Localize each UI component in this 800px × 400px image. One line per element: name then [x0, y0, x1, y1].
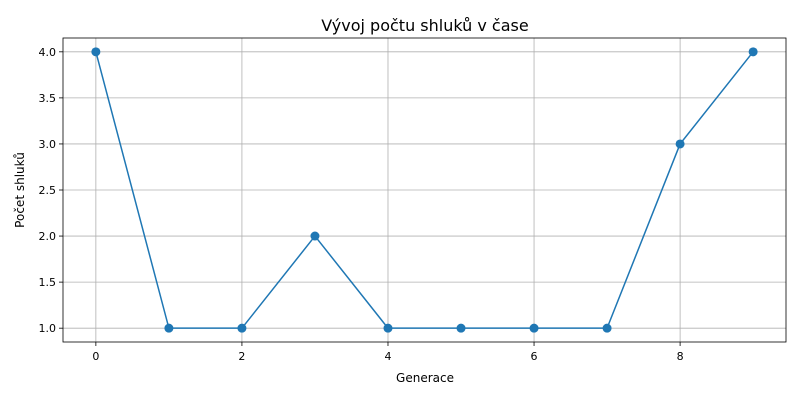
- data-point: [748, 47, 758, 57]
- y-tick-label: 1.5: [39, 276, 57, 289]
- plot-frame: [62, 37, 787, 343]
- data-point: [602, 323, 612, 333]
- data-point: [529, 323, 539, 333]
- y-tick-label: 2.5: [39, 184, 57, 197]
- y-tick-label: 3.0: [39, 138, 57, 151]
- y-tick-label: 2.0: [39, 230, 57, 243]
- x-tick-label: 8: [677, 350, 684, 363]
- x-tick-label: 4: [384, 350, 391, 363]
- chart-title: Vývoj počtu shluků v čase: [321, 16, 528, 35]
- x-tick-label: 0: [92, 350, 99, 363]
- data-point: [456, 323, 466, 333]
- data-series: [91, 47, 758, 333]
- axis-ticks: 0 2 4 6 8 1.0 1.5 2.0 2.5 3.0 3.5 4.0: [39, 46, 684, 363]
- data-point: [91, 47, 101, 57]
- x-tick-label: 6: [531, 350, 538, 363]
- data-point: [310, 231, 320, 241]
- series-line: [95, 51, 754, 329]
- grid: [63, 38, 786, 342]
- data-point: [237, 323, 247, 333]
- y-tick-label: 4.0: [39, 46, 57, 59]
- x-axis-label: Generace: [396, 371, 454, 385]
- y-tick-label: 1.0: [39, 322, 57, 335]
- y-axis-label: Počet shluků: [13, 152, 27, 228]
- x-tick-label: 2: [238, 350, 245, 363]
- data-point: [383, 323, 393, 333]
- data-point: [164, 323, 174, 333]
- y-tick-label: 3.5: [39, 92, 57, 105]
- data-point: [675, 139, 685, 149]
